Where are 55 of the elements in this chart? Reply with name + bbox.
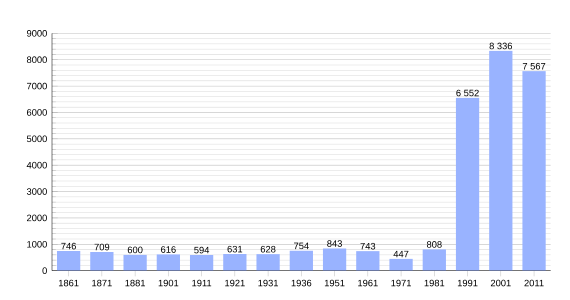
- bar: [389, 258, 413, 271]
- y-tick-label: 6000: [27, 109, 47, 116]
- bar: [489, 50, 512, 271]
- x-tick-label: 1861: [58, 280, 79, 286]
- x-tick-label: 1991: [458, 280, 478, 286]
- data-label: 743: [360, 242, 376, 250]
- bar: [522, 71, 546, 271]
- data-label: 600: [128, 246, 143, 254]
- x-tick-label: 1911: [192, 280, 212, 286]
- y-tick-label: 1000: [27, 241, 47, 248]
- x-tick-label: 1981: [424, 280, 444, 286]
- x-tick-label: 2001: [490, 280, 511, 286]
- bar: [123, 254, 147, 271]
- data-label: 754: [294, 242, 309, 250]
- x-tick-label: 1931: [258, 280, 278, 286]
- x-tick-label: 1936: [292, 280, 312, 286]
- x-tick-label: 1901: [158, 280, 178, 286]
- data-label: 594: [194, 246, 210, 254]
- bar: [56, 250, 80, 271]
- y-tick-label: 0: [42, 267, 47, 274]
- x-tick-label: 1951: [324, 280, 344, 286]
- x-tick-label: 1871: [92, 280, 112, 286]
- data-label: 709: [94, 244, 110, 250]
- bar: [322, 248, 346, 271]
- bar: [256, 254, 280, 271]
- data-label: 631: [228, 246, 242, 252]
- x-tick-label: 1961: [358, 280, 378, 286]
- y-tick-label: 3000: [26, 188, 47, 195]
- y-tick-label: 9000: [26, 30, 47, 37]
- data-label: 7 567: [522, 62, 546, 70]
- y-tick-label: 4000: [26, 162, 47, 168]
- data-label: 746: [61, 242, 76, 250]
- bar: [422, 249, 446, 271]
- data-label: 628: [260, 246, 276, 252]
- x-tick-label: 2011: [524, 280, 544, 286]
- x-tick-label: 1971: [391, 280, 411, 286]
- x-tick-label: 1921: [225, 280, 245, 286]
- bar: [223, 254, 246, 271]
- bar: [356, 251, 380, 271]
- data-label: 6 552: [456, 90, 479, 96]
- x-tick-label: 1881: [125, 280, 146, 286]
- y-tick-label: 7000: [27, 82, 47, 90]
- bar: [90, 252, 114, 271]
- bar: [156, 254, 180, 271]
- y-tick-label: 5000: [26, 136, 47, 142]
- bar: [456, 98, 480, 271]
- bar: [190, 255, 214, 271]
- data-label: 616: [161, 246, 176, 253]
- data-label: 447: [393, 250, 408, 258]
- y-tick-label: 2000: [26, 214, 47, 222]
- data-label: 843: [327, 240, 342, 247]
- data-label: 8 336: [490, 42, 512, 50]
- y-tick-label: 8000: [26, 56, 47, 64]
- data-label: 808: [426, 241, 442, 248]
- bar: [290, 250, 313, 271]
